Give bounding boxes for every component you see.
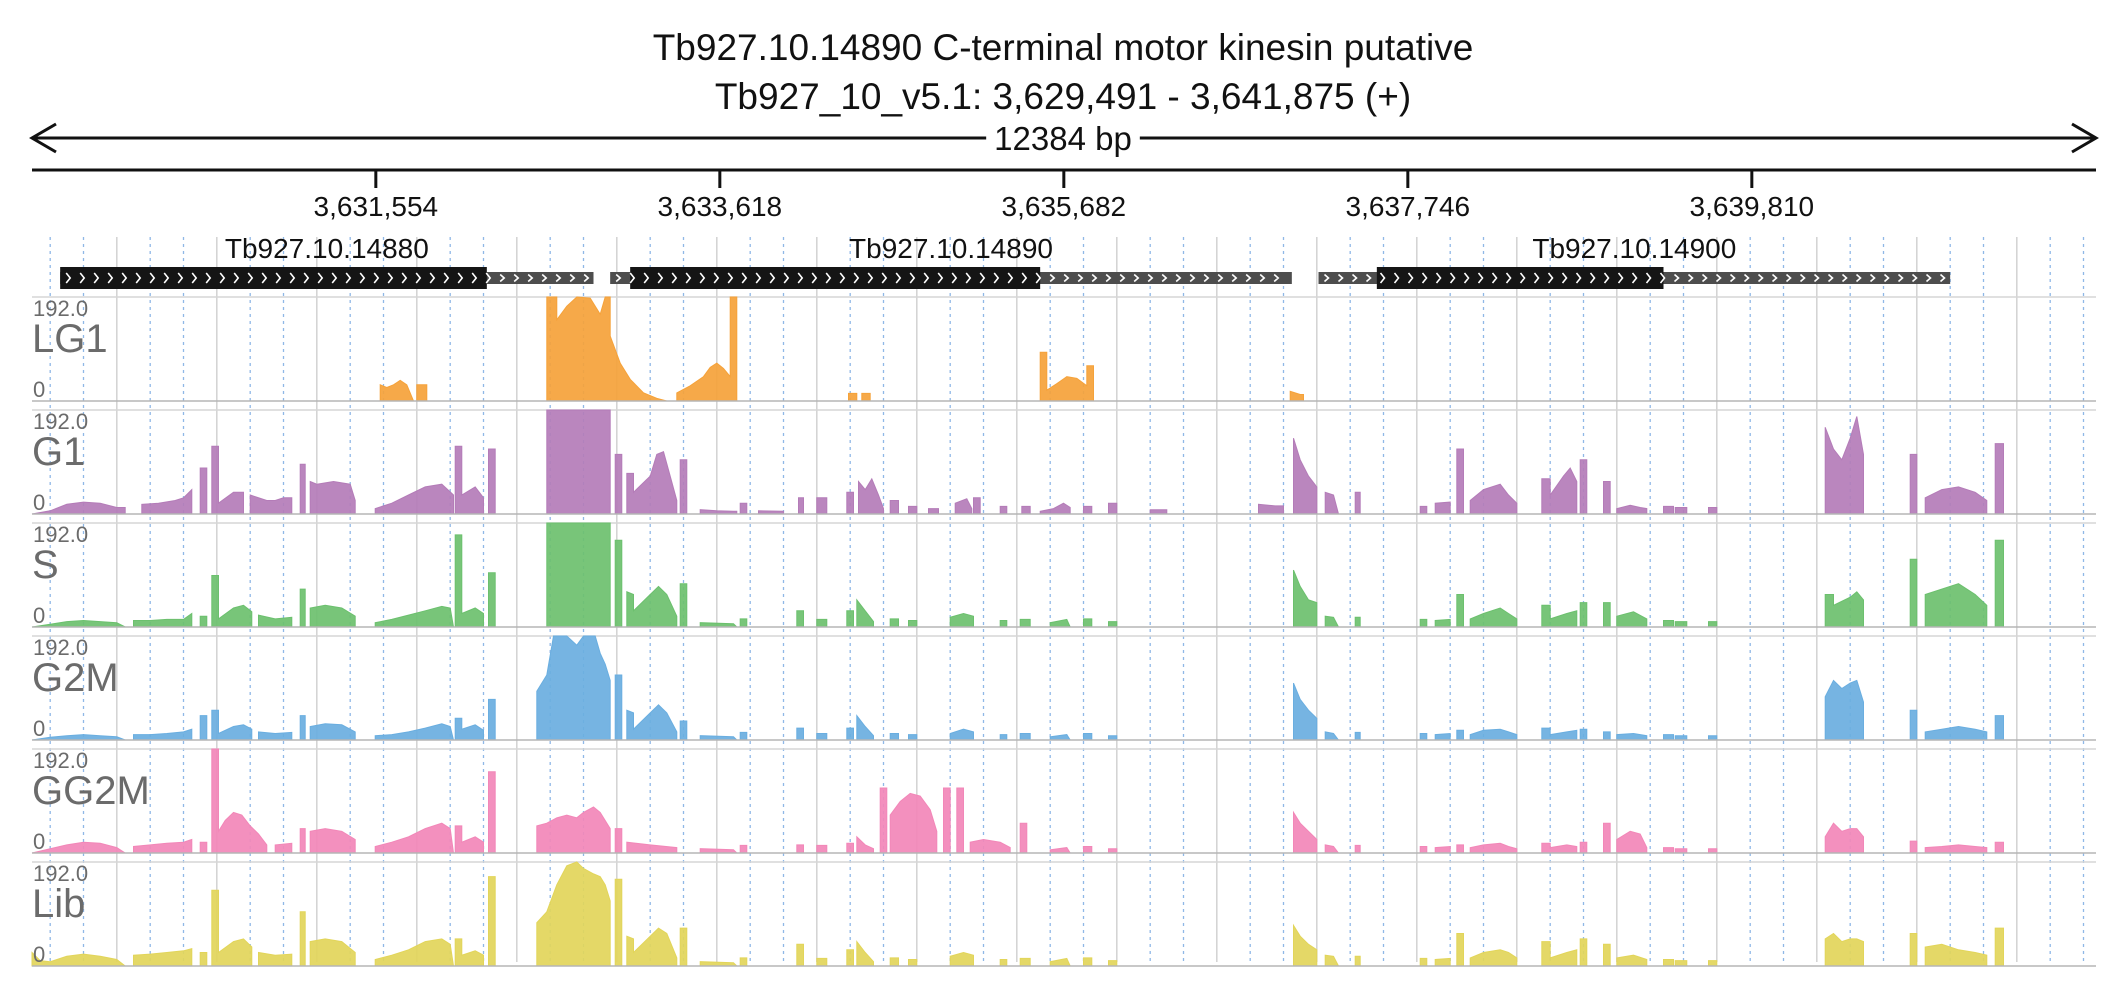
span-indicator: 12384 bp: [29, 120, 2099, 157]
gene-model: Tb927.10.14890: [610, 233, 1292, 289]
chart-title: Tb927.10.14890 C-terminal motor kinesin …: [653, 27, 1474, 68]
track-max-label: 192.0: [33, 861, 88, 886]
span-arrow-right-icon: [2071, 122, 2099, 154]
gene-label: Tb927.10.14900: [1532, 233, 1736, 264]
coverage-track-g1: 192.0 0 G1: [31, 409, 2096, 515]
coverage-track-g2m: 192.0 0 G2M: [31, 635, 2096, 741]
track-max-label: 192.0: [33, 409, 88, 434]
gene-track: Tb927.10.14880 Tb927.10.14890 Tb927.10.149…: [60, 233, 1951, 289]
track-min-label: 0: [33, 377, 45, 402]
track-name-label: S: [32, 543, 59, 587]
axis-tick-label: 3,639,810: [1690, 191, 1815, 222]
chart-subtitle: Tb927_10_v5.1: 3,629,491 - 3,641,875 (+): [715, 76, 1411, 117]
track-min-label: 0: [33, 490, 45, 515]
span-length-label: 12384 bp: [994, 120, 1132, 157]
coverage-track-lg1: 192.0 0 LG1: [32, 296, 2096, 402]
gene-cds: [60, 267, 487, 289]
coverage-area: [31, 748, 2004, 854]
coverage-track-lib: 192.0 0 Lib: [31, 861, 2096, 967]
track-max-label: 192.0: [33, 748, 88, 773]
coverage-track-s: 192.0 0 S: [31, 522, 2096, 628]
track-name-label: G1: [32, 430, 85, 474]
coverage-area: [31, 861, 2004, 967]
coordinate-axis: 3,631,554 3,633,618 3,635,682 3,637,746 3,63…: [32, 168, 2096, 222]
coverage-area: [31, 409, 2004, 515]
axis-tick-label: 3,635,682: [1002, 191, 1127, 222]
axis-tick-label: 3,637,746: [1346, 191, 1471, 222]
axis-tick-label: 3,633,618: [658, 191, 783, 222]
gene-cds: [630, 267, 1041, 289]
coverage-track-gg2m: 192.0 0 GG2M: [31, 748, 2096, 854]
track-min-label: 0: [33, 942, 45, 967]
track-min-label: 0: [33, 829, 45, 854]
gene-model: Tb927.10.14880: [60, 233, 594, 289]
track-max-label: 192.0: [33, 296, 88, 321]
coverage-area: [31, 522, 2004, 628]
strand-chevron-icon: [65, 272, 590, 284]
track-name-label: Lib: [32, 882, 85, 926]
gene-model: Tb927.10.14900: [1318, 233, 1951, 289]
axis-tick-label: 3,631,554: [314, 191, 439, 222]
gene-cds: [1376, 267, 1664, 289]
track-min-label: 0: [33, 603, 45, 628]
track-name-label: LG1: [32, 317, 108, 361]
span-arrow-left-icon: [29, 122, 57, 154]
coverage-area: [379, 296, 1304, 402]
gene-label: Tb927.10.14880: [225, 233, 429, 264]
track-name-label: GG2M: [32, 769, 150, 813]
track-name-label: G2M: [32, 656, 119, 700]
track-min-label: 0: [33, 716, 45, 741]
track-max-label: 192.0: [33, 635, 88, 660]
coverage-tracks: 192.00LG1192.00G1192.00S192.00G2M192.00G…: [31, 296, 2096, 967]
strand-chevron-icon: [615, 272, 1280, 284]
coverage-area: [31, 635, 2004, 741]
gene-label: Tb927.10.14890: [849, 233, 1053, 264]
track-max-label: 192.0: [33, 522, 88, 547]
strand-chevron-icon: [1323, 272, 1946, 284]
